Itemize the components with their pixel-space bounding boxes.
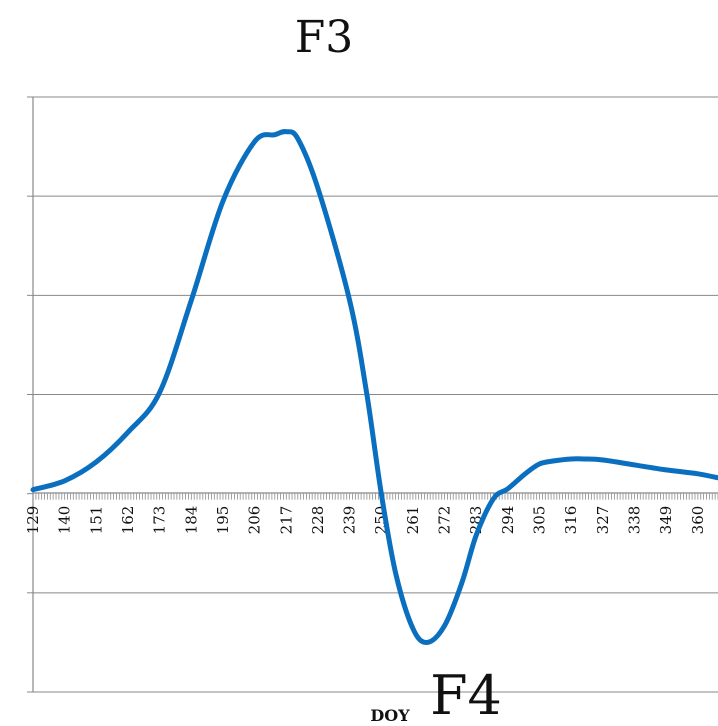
x-tick-label: 316 bbox=[562, 506, 580, 535]
chart-annotation: F4 bbox=[430, 664, 502, 726]
x-tick-label: 173 bbox=[151, 506, 169, 535]
x-axis-minor-ticks bbox=[32, 493, 718, 500]
gridlines bbox=[33, 96, 718, 693]
x-tick-label: 294 bbox=[499, 506, 517, 535]
x-tick-label: 349 bbox=[657, 506, 675, 535]
x-tick-label: 338 bbox=[626, 506, 644, 535]
x-tick-label: 195 bbox=[214, 506, 232, 535]
x-tick-label: 228 bbox=[309, 506, 327, 535]
x-tick-label: 239 bbox=[341, 506, 359, 535]
x-tick-label: 360 bbox=[689, 506, 707, 535]
y-axis-ticks bbox=[27, 96, 33, 693]
x-tick-label: 206 bbox=[246, 506, 264, 535]
x-tick-label: 151 bbox=[87, 506, 105, 535]
x-tick-label: 305 bbox=[531, 506, 549, 535]
x-tick-label: 272 bbox=[436, 506, 454, 535]
x-tick-label: 140 bbox=[56, 506, 74, 535]
chart-title: F3 bbox=[295, 12, 354, 63]
series-line bbox=[30, 129, 718, 645]
x-tick-label: 162 bbox=[119, 506, 137, 535]
x-tick-label: 217 bbox=[277, 506, 295, 535]
x-tick-label: 327 bbox=[594, 506, 612, 535]
x-tick-label: 184 bbox=[182, 506, 200, 535]
x-axis-title: DOY bbox=[370, 706, 410, 725]
x-tick-labels: 129 140 151 162 173 184 195 206 217 228 239 250 261 2… bbox=[24, 506, 707, 535]
x-tick-label: 129 bbox=[24, 506, 42, 535]
x-tick-label: 261 bbox=[404, 506, 422, 535]
